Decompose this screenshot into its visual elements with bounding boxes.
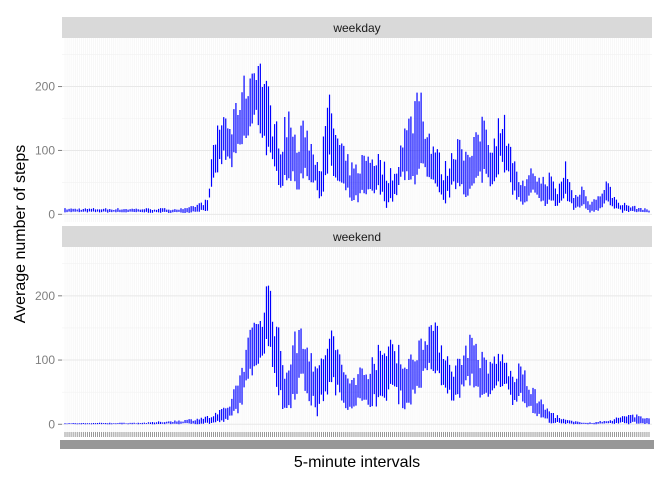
facet-strip-label: weekend [332,230,381,244]
y-tick-label: 200 [35,289,55,303]
facet-strip-weekday [62,17,652,38]
x-tick-label-band [60,440,654,449]
facet-panel-weekend: weekend 0 100 200 [35,226,652,432]
series-weekend [64,285,650,425]
facet-panels: weekday 0 100 200 weekend 0 100 200 [35,17,654,449]
y-tick-label: 200 [35,80,55,94]
y-tick-label: 0 [48,207,55,221]
x-axis-ticks [60,432,654,449]
facet-strip-label: weekday [332,21,380,35]
series-line [64,285,650,425]
x-axis-title: 5-minute intervals [294,454,420,471]
panel-background [62,247,652,432]
facet-panel-weekday: weekday 0 100 200 [35,17,652,222]
y-tick-label: 100 [35,143,55,157]
facet-strip-weekend [62,226,652,247]
y-tick-label: 0 [48,417,55,431]
y-tick-label: 100 [35,353,55,367]
series-line [64,63,650,214]
series-weekday [64,63,650,214]
y-axis-title: Average number of steps [12,145,29,323]
